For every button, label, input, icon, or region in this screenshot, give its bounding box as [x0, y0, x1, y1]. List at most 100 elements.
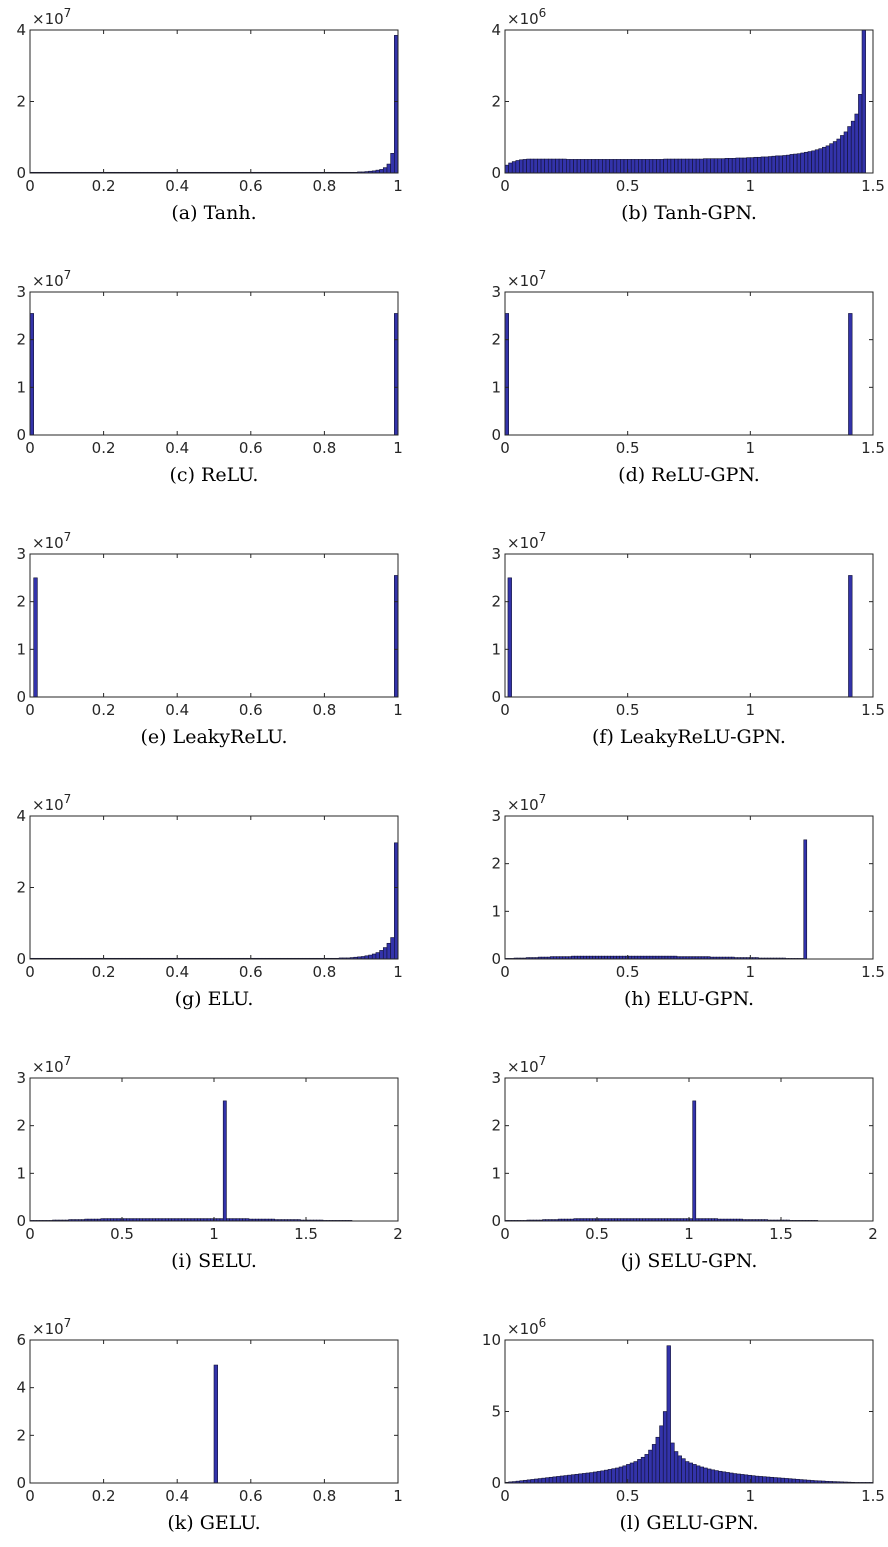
x-tick-label: 0 [25, 177, 35, 195]
histogram-bar [581, 1473, 587, 1484]
x-tick-label: 0.8 [312, 701, 336, 719]
y-multiplier-label: ×107 [507, 1054, 546, 1076]
histogram-bar [537, 158, 542, 174]
histogram-bar [605, 159, 610, 174]
histogram-bar [825, 145, 830, 174]
histogram-bar [681, 158, 686, 174]
x-tick-label: 0.8 [312, 963, 336, 981]
histogram-bar [771, 155, 776, 174]
histogram-bar [703, 158, 708, 174]
y-tick-label: 1 [491, 640, 501, 658]
histogram-bar [529, 158, 535, 174]
x-tick-label: 0 [500, 701, 510, 719]
y-multiplier-label: ×107 [507, 530, 546, 552]
x-tick-label: 1 [393, 963, 403, 981]
histogram-bar [692, 158, 697, 174]
histogram-bar [222, 1100, 227, 1222]
y-multiplier-label: ×107 [507, 268, 546, 290]
histogram-bar [659, 1425, 664, 1484]
x-tick-label: 0.6 [239, 177, 263, 195]
chart-panel: 0 0.2 0.4 0.6 0.8 1 0 1 2 3 ×107 (e) LeakyReLU. [16, 530, 402, 748]
histogram-bar [574, 1473, 579, 1484]
x-tick-label: 0.8 [312, 1487, 336, 1505]
x-tick-label: 1 [746, 1487, 756, 1505]
histogram-bar [386, 163, 391, 174]
histogram-bar [692, 1100, 697, 1222]
histogram-bar [630, 159, 636, 174]
histogram-bar [651, 1444, 657, 1484]
subfigure-caption: (b) Tanh-GPN. [621, 202, 757, 224]
histogram-bar [596, 1471, 601, 1484]
histogram-bar [563, 1475, 568, 1484]
histogram-bar [573, 159, 578, 174]
histogram-bar [829, 143, 834, 174]
x-tick-label: 1.5 [861, 1487, 885, 1505]
histogram-bar [623, 159, 628, 174]
x-tick-label: 0 [500, 177, 510, 195]
histogram-bar [594, 159, 600, 174]
x-tick-label: 0 [500, 1487, 510, 1505]
histogram-bar [545, 1477, 550, 1484]
histogram-bar [629, 1462, 635, 1484]
histogram-bar [784, 1478, 789, 1484]
axes-box [29, 553, 399, 698]
y-tick-label: 10 [482, 1331, 501, 1349]
histogram-bar [394, 313, 399, 436]
histogram-bar [504, 164, 509, 174]
histogram-bar [569, 159, 574, 174]
histogram-bar [714, 1470, 719, 1484]
y-tick-label: 2 [491, 93, 501, 111]
y-tick-label: 5 [491, 1403, 501, 1421]
histogram-bar [508, 162, 513, 174]
histogram-bar [713, 158, 719, 174]
histogram-bar [740, 1474, 745, 1484]
histogram-bar [743, 1474, 749, 1484]
histogram-bar [662, 1411, 668, 1484]
y-tick-label: 2 [16, 593, 26, 611]
y-tick-label: 1 [16, 1164, 26, 1182]
histogram-bar [593, 1471, 598, 1484]
histogram-bar [618, 1466, 624, 1484]
x-tick-label: 1 [393, 1487, 403, 1505]
y-tick-label: 1 [491, 1164, 501, 1182]
histogram-bar [537, 1478, 543, 1484]
histogram-bar [728, 158, 733, 174]
x-tick-label: 0 [25, 963, 35, 981]
histogram-bar [762, 1476, 767, 1484]
histogram-bar [758, 1476, 763, 1484]
histogram-bar [637, 1459, 642, 1484]
histogram-bar [850, 120, 856, 174]
histogram-bar [530, 1479, 535, 1484]
histogram-bar [789, 154, 794, 174]
histogram-bar [604, 1469, 609, 1484]
x-tick-label: 1 [209, 1225, 219, 1243]
y-tick-label: 0 [491, 950, 501, 968]
axes-box [504, 1077, 874, 1222]
y-tick-label: 2 [491, 855, 501, 873]
histogram-bar [836, 138, 841, 174]
y-tick-label: 2 [491, 1117, 501, 1135]
x-tick-label: 0.5 [616, 701, 640, 719]
x-tick-label: 0 [500, 963, 510, 981]
histogram-bar [751, 1475, 756, 1484]
y-tick-label: 2 [16, 1426, 26, 1444]
histogram-bar [699, 158, 704, 174]
x-tick-label: 0.4 [165, 701, 189, 719]
y-multiplier-label: ×107 [32, 268, 71, 290]
y-tick-label: 1 [16, 378, 26, 396]
chart-panel: 0 0.5 1 1.5 0 2 4 ×106 (b) Tanh-GPN. [491, 6, 884, 224]
histogram-bar [718, 1470, 723, 1484]
histogram-bar [681, 1458, 686, 1484]
y-tick-label: 0 [491, 1212, 501, 1230]
histogram-bar [773, 1477, 778, 1484]
histogram-bar [677, 1455, 682, 1484]
y-tick-label: 6 [16, 1331, 26, 1349]
x-tick-label: 0 [25, 439, 35, 457]
histogram-bar [822, 146, 827, 174]
y-tick-label: 4 [16, 21, 26, 39]
histogram-bar [552, 1476, 557, 1484]
histogram-bar [736, 1473, 741, 1484]
subfigure-caption: (g) ELU. [175, 988, 254, 1010]
histogram-bar [670, 158, 675, 174]
